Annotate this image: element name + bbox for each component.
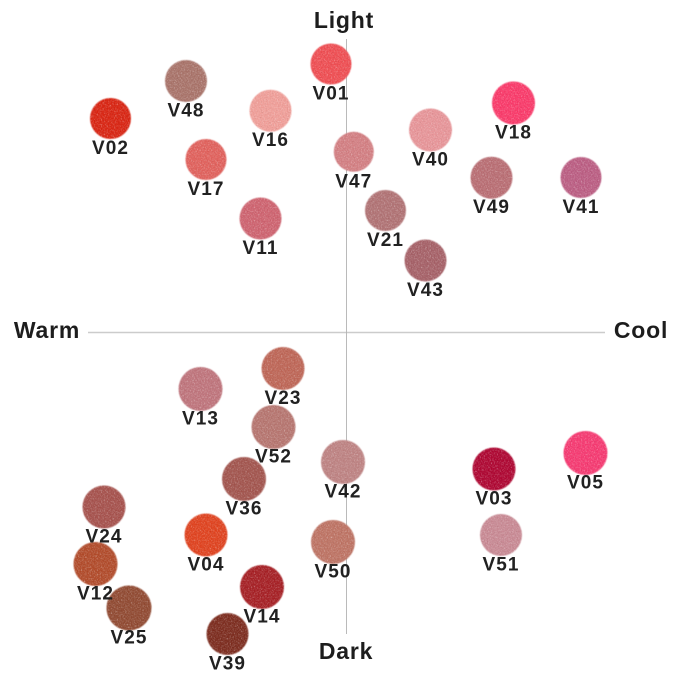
svg-text:V02: V02 [92,138,129,159]
svg-text:V41: V41 [562,197,599,218]
svg-text:V48: V48 [167,101,204,122]
svg-text:V24: V24 [85,527,122,548]
svg-text:Dark: Dark [319,638,373,664]
svg-text:V50: V50 [314,562,351,583]
svg-text:V03: V03 [475,489,512,510]
svg-text:V05: V05 [567,473,604,494]
svg-text:V36: V36 [225,499,262,520]
svg-text:Light: Light [314,7,374,33]
svg-text:V23: V23 [264,388,301,409]
svg-text:V18: V18 [495,123,532,144]
svg-text:V51: V51 [482,555,519,576]
svg-text:V01: V01 [312,84,349,105]
svg-text:V04: V04 [187,555,224,576]
svg-text:V42: V42 [324,482,361,503]
svg-text:V25: V25 [110,628,147,649]
svg-text:V40: V40 [412,150,449,171]
svg-text:V17: V17 [187,179,224,200]
svg-text:Cool: Cool [614,317,668,343]
svg-text:V52: V52 [255,447,292,468]
svg-text:V47: V47 [335,171,372,192]
svg-text:V49: V49 [473,197,510,218]
svg-text:V12: V12 [77,584,114,605]
svg-text:V16: V16 [252,130,289,151]
svg-text:V11: V11 [242,238,278,259]
svg-text:V14: V14 [243,607,280,628]
svg-text:V39: V39 [209,654,246,675]
svg-text:V21: V21 [367,230,404,251]
svg-text:V13: V13 [182,409,219,430]
svg-text:V43: V43 [407,280,444,301]
svg-text:Warm: Warm [14,317,80,343]
